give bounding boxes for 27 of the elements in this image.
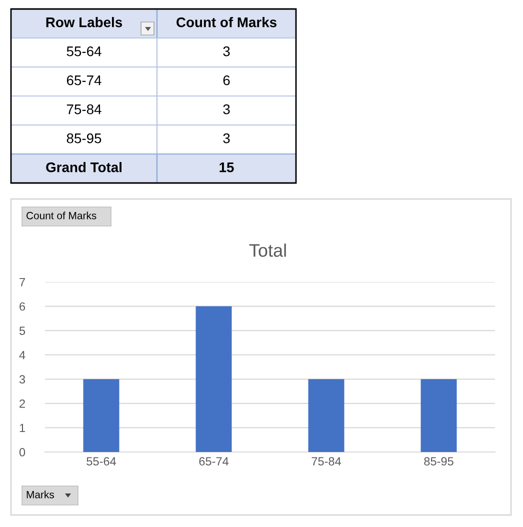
chart-title: Total bbox=[249, 244, 286, 257]
category-label: 85-95 bbox=[66, 133, 102, 144]
text: 15 bbox=[220, 162, 234, 172]
text: Row Labels bbox=[46, 17, 122, 28]
category-label: 55-64 bbox=[66, 46, 102, 56]
text: Count of Marks bbox=[176, 17, 276, 28]
y-tick-label: 0 bbox=[19, 448, 26, 456]
y-tick-label: 2 bbox=[20, 399, 25, 408]
y-tick-label: 6 bbox=[20, 302, 26, 311]
y-tick-label: 3 bbox=[19, 375, 26, 384]
x-tick-label: 75-84 bbox=[312, 457, 342, 466]
y-tick-label: 4 bbox=[19, 351, 26, 360]
category-label: 65-74 bbox=[66, 75, 102, 86]
x-tick-label: 65-74 bbox=[199, 457, 229, 466]
x-tick-label: 55-64 bbox=[86, 457, 116, 466]
y-tick-label: 1 bbox=[20, 424, 25, 432]
text: Marks bbox=[26, 490, 54, 498]
category-label: 75-84 bbox=[66, 104, 102, 114]
text: 3 bbox=[223, 46, 230, 56]
x-tick-label: 85-95 bbox=[424, 457, 454, 466]
text: 6 bbox=[223, 75, 230, 86]
y-tick-label: 5 bbox=[19, 326, 26, 335]
text: Count of Marks bbox=[26, 212, 96, 220]
y-tick-label: 7 bbox=[20, 278, 25, 286]
text: Grand Total bbox=[46, 162, 122, 172]
text: 3 bbox=[223, 104, 230, 114]
text: 3 bbox=[223, 133, 230, 144]
